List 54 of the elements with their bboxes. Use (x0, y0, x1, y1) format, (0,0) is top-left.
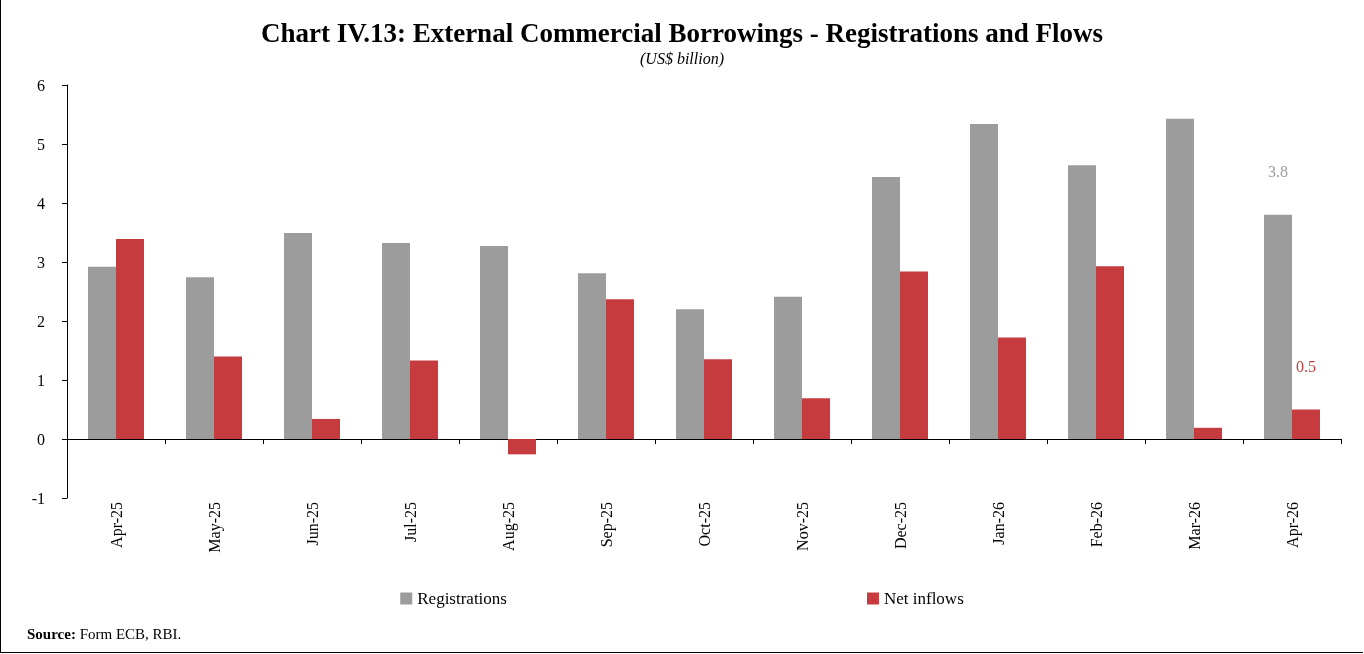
bar (508, 439, 536, 455)
bar (872, 177, 900, 439)
bar (382, 243, 410, 439)
x-tick-label: Jan-26 (989, 502, 1007, 545)
legend-label: Registrations (417, 589, 507, 608)
bar (802, 398, 830, 439)
bar (1194, 427, 1222, 439)
x-tick-label: Sep-25 (597, 502, 616, 548)
bar (1264, 214, 1292, 439)
legend-label: Net inflows (883, 589, 964, 608)
bar (578, 273, 606, 439)
x-tick-label: Jun-25 (303, 502, 321, 546)
y-tick-label: 2 (37, 312, 45, 330)
chart-title: Chart IV.13: External Commercial Borrowings - Registrations and Flows (260, 17, 1104, 48)
y-tick-label: 6 (37, 76, 45, 94)
bar (900, 271, 928, 439)
bar (186, 277, 214, 439)
x-tick-label: Aug-25 (499, 502, 518, 551)
y-tick-label: 1 (37, 371, 45, 389)
x-tick-label: Apr-26 (1283, 502, 1302, 548)
y-tick-label: 4 (37, 194, 45, 212)
bar (704, 359, 732, 439)
x-tick-label: Mar-26 (1185, 502, 1203, 550)
source-note: Source: Form ECB, RBI. (27, 626, 182, 643)
bar (410, 360, 438, 439)
y-tick-label: 5 (37, 135, 45, 153)
bar (284, 233, 312, 439)
bar (88, 266, 116, 439)
data-label: 0.5 (1296, 358, 1316, 375)
bar (676, 309, 704, 439)
bar (970, 123, 998, 439)
x-tick-label: Oct-25 (695, 502, 713, 547)
bar (998, 337, 1026, 439)
bar (1096, 266, 1124, 439)
bar (312, 418, 340, 439)
bar (214, 356, 242, 439)
y-tick-label: 3 (37, 253, 45, 271)
x-tick-label: Apr-25 (107, 502, 126, 548)
chart-subtitle: (US$ billion) (640, 49, 724, 68)
x-tick-label: Dec-25 (891, 502, 909, 550)
bar (1292, 409, 1320, 439)
x-tick-label: Jul-25 (401, 502, 419, 542)
bar (480, 246, 508, 439)
bar (1166, 118, 1194, 439)
x-tick-label: Nov-25 (793, 502, 811, 551)
data-label: 3.8 (1268, 163, 1288, 181)
bar (606, 299, 634, 439)
bar (116, 238, 144, 439)
bar (1068, 165, 1096, 439)
y-tick-label: 0 (37, 430, 45, 448)
x-tick-label: Feb-26 (1087, 502, 1105, 548)
bar (774, 296, 802, 439)
x-tick-label: May-25 (205, 502, 224, 553)
y-tick-label: -1 (31, 489, 45, 507)
